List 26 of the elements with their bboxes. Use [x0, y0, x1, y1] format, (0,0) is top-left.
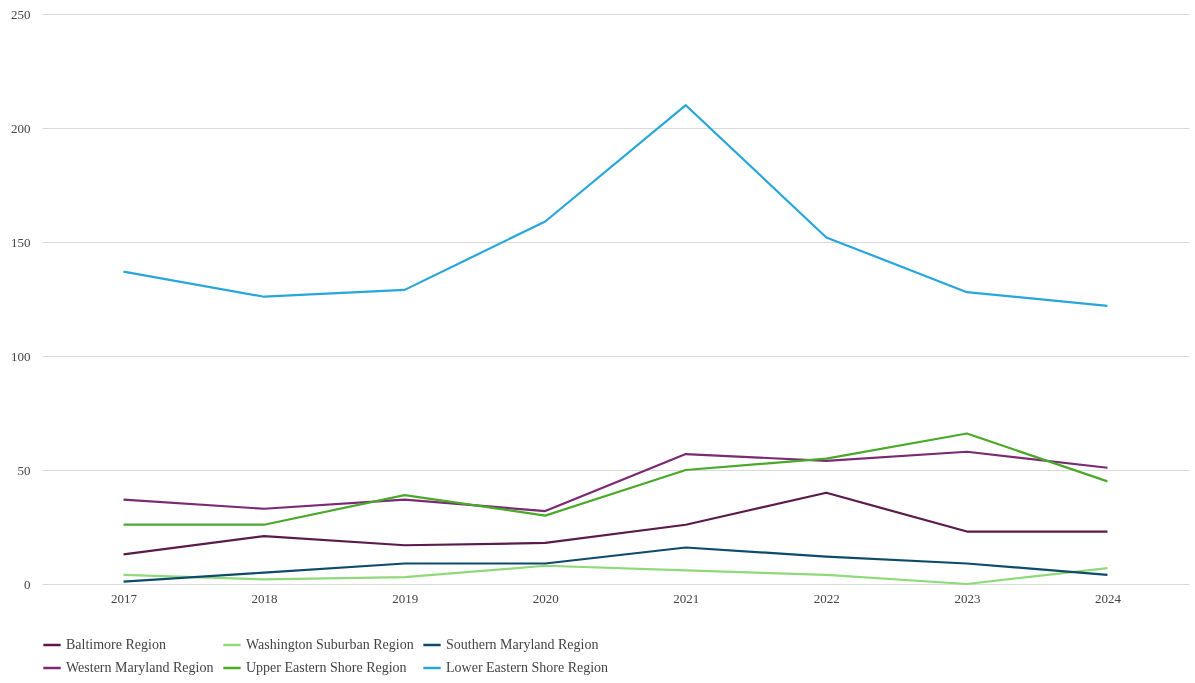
x-tick-label: 2018	[251, 590, 278, 606]
legend-label: Baltimore Region	[66, 637, 166, 652]
y-tick-label: 200	[11, 120, 31, 136]
line-series	[122, 104, 1109, 307]
legend-label: Southern Maryland Region	[446, 637, 599, 652]
x-tick-label: 2017	[111, 590, 138, 606]
y-tick-label: 50	[17, 462, 31, 478]
legend-label: Western Maryland Region	[66, 660, 214, 675]
x-tick-label: 2022	[813, 590, 840, 606]
y-tick-label: 0	[24, 576, 31, 592]
line-series	[122, 491, 1109, 556]
x-tick-label: 2019	[392, 590, 419, 606]
x-tick-label: 2020	[532, 590, 559, 606]
x-tick-label: 2024	[1094, 590, 1122, 606]
line-series	[122, 546, 1109, 583]
x-tick-label: 2021	[673, 590, 700, 606]
line-series	[122, 450, 1109, 513]
line-series	[122, 432, 1109, 526]
y-tick-label: 150	[11, 234, 31, 250]
y-tick-label: 250	[11, 6, 31, 22]
legend-label: Upper Eastern Shore Region	[246, 660, 407, 675]
line-series	[122, 564, 1109, 586]
y-tick-label: 100	[11, 348, 31, 364]
x-tick-label: 2023	[954, 590, 981, 606]
legend-label: Lower Eastern Shore Region	[446, 660, 609, 675]
legend-label: Washington Suburban Region	[246, 637, 414, 652]
